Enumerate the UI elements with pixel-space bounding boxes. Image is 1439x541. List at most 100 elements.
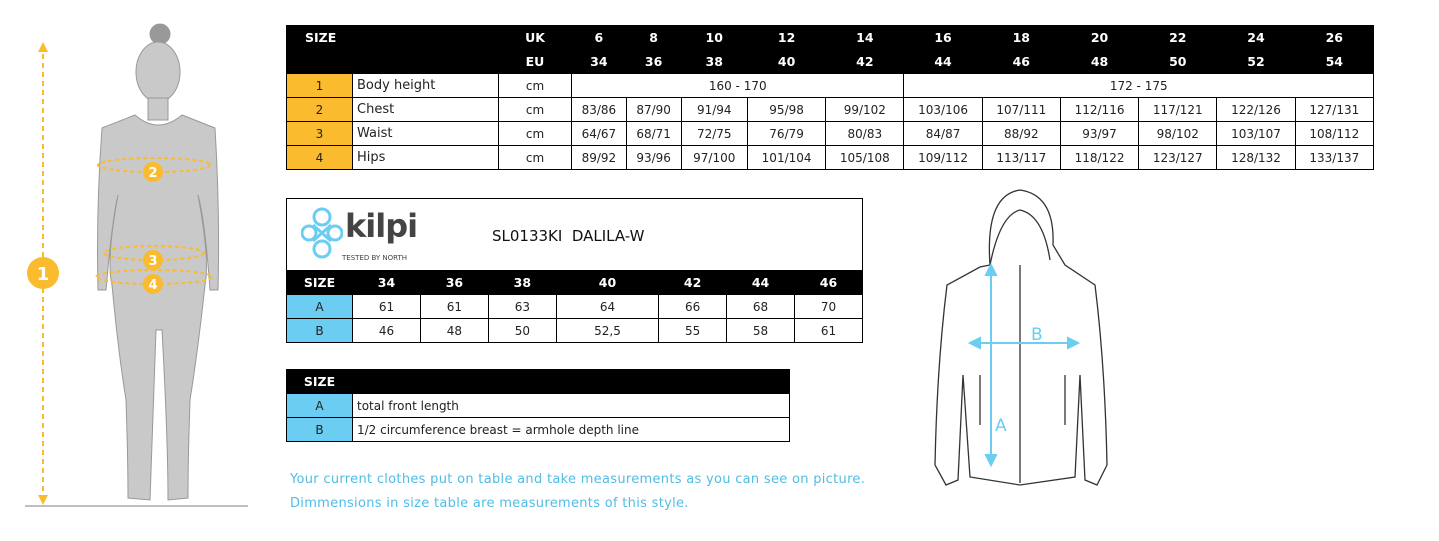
kilpi-knot-logo-icon	[301, 207, 343, 259]
eu-size: 48	[1059, 49, 1140, 74]
uk-size: 10	[680, 25, 748, 50]
uk-size: 24	[1216, 25, 1296, 50]
measurement-cell: 123/127	[1138, 145, 1218, 170]
row-label: Body height	[352, 73, 499, 98]
eu-size: 38	[680, 49, 748, 74]
eu-size: 34	[571, 49, 627, 74]
size-column-header: 42	[658, 270, 728, 295]
measurement-cell: 93/97	[1059, 121, 1140, 146]
unit: cm	[498, 97, 572, 122]
measurement-cell: 127/131	[1294, 97, 1375, 122]
measurement-cell: 128/132	[1216, 145, 1296, 170]
row-label: Hips	[352, 145, 499, 170]
note-line: Your current clothes put on table and ta…	[290, 472, 866, 487]
marker-3: 3	[148, 254, 157, 269]
product-header: kilpi Tested by North SL0133KI DALILA-W	[286, 198, 863, 271]
measurement-cell: 118/122	[1059, 145, 1140, 170]
size-chart-table: SIZE UK 6 8 10 12 14 16 18 20 22 24 26 EU 34 36 38 40 42 4…	[286, 25, 1375, 170]
size-column-header: 36	[419, 270, 489, 295]
measurement-cell: 64	[555, 294, 660, 319]
eu-size: 44	[903, 49, 983, 74]
measurement-cell: 98/102	[1138, 121, 1218, 146]
row-label: Chest	[352, 97, 499, 122]
measurement-cell: 55	[658, 318, 728, 343]
measurement-cell: 83/86	[571, 97, 627, 122]
jacket-diagram: A B	[934, 189, 1108, 486]
uk-size: 16	[903, 25, 983, 50]
measurement-cell: 109/112	[903, 145, 983, 170]
row-description: total front length	[352, 393, 790, 418]
measurement-cell: 88/92	[981, 121, 1061, 146]
measurement-cell: 61	[794, 318, 863, 343]
measurement-cell: 112/116	[1059, 97, 1140, 122]
marker-2: 2	[148, 166, 157, 181]
measurement-cell: 80/83	[825, 121, 905, 146]
measurement-cell: 87/90	[625, 97, 682, 122]
brand-logo: kilpi	[345, 207, 418, 245]
measurement-cell: 117/121	[1138, 97, 1218, 122]
measurement-cell: 91/94	[680, 97, 748, 122]
measurement-cell: 105/108	[825, 145, 905, 170]
row-label: B	[286, 318, 353, 343]
row-label: Waist	[352, 121, 499, 146]
size-header: SIZE	[286, 270, 353, 295]
uk-size: 18	[981, 25, 1061, 50]
row-number: 1	[286, 73, 353, 98]
measurement-cell: 97/100	[680, 145, 748, 170]
unit: cm	[498, 73, 572, 98]
eu-size: 50	[1138, 49, 1218, 74]
measurement-cell: 66	[658, 294, 728, 319]
measurement-cell: 113/117	[981, 145, 1061, 170]
size-column-header: 40	[555, 270, 660, 295]
measurement-cell: 99/102	[825, 97, 905, 122]
unit: cm	[498, 145, 572, 170]
table-row: 1 Body height cm 160 - 170 172 - 175	[286, 73, 1374, 98]
measurement-cell: 133/137	[1294, 145, 1375, 170]
uk-size: 12	[746, 25, 827, 50]
eu-size: 42	[825, 49, 905, 74]
eu-size: 36	[625, 49, 682, 74]
row-number: 4	[286, 145, 353, 170]
measurement-cell: 108/112	[1294, 121, 1375, 146]
table-row: 3 Waist cm 64/67 68/71 72/75 76/79 80/83 84/87 88…	[286, 121, 1375, 146]
row-description: 1/2 circumference breast = armhole depth…	[352, 417, 790, 442]
measurement-cell: 72/75	[680, 121, 748, 146]
row-label: A	[286, 393, 353, 418]
size-column-header: 44	[726, 270, 795, 295]
measurement-cell: 61	[419, 294, 489, 319]
body-measurement-figure: 1 2 3 4	[25, 23, 248, 507]
measurement-cell: 52,5	[555, 318, 660, 343]
size-column-header: 38	[487, 270, 557, 295]
brand-tagline: Tested by North	[342, 254, 408, 262]
size-header: SIZE	[286, 25, 499, 50]
measurement-cell: 122/126	[1216, 97, 1296, 122]
measurement-cell: 58	[726, 318, 795, 343]
uk-label: UK	[498, 25, 572, 50]
marker-4: 4	[148, 278, 157, 293]
row-label: B	[286, 417, 353, 442]
measurement-cell: 76/79	[746, 121, 827, 146]
uk-size: 14	[825, 25, 905, 50]
measurement-cell: 107/111	[981, 97, 1061, 122]
measurement-cell: 63	[487, 294, 557, 319]
table-row: B 1/2 circumference breast = armhole dept…	[286, 417, 790, 442]
row-number: 3	[286, 121, 353, 146]
measurement-cell: 46	[352, 318, 421, 343]
measurement-cell: 84/87	[903, 121, 983, 146]
measurement-cell: 68	[726, 294, 795, 319]
measurement-cell: 50	[487, 318, 557, 343]
uk-size: 8	[625, 25, 682, 50]
size-column-header: 46	[794, 270, 863, 295]
size-column-header: 34	[352, 270, 421, 295]
table-row: A 61 61 63 64 66 68 70	[286, 294, 863, 319]
measurement-cell: 103/106	[903, 97, 983, 122]
note-line: Dimmensions in size table are measuremen…	[290, 496, 689, 511]
measurement-cell: 64/67	[571, 121, 627, 146]
measurement-cell: 48	[419, 318, 489, 343]
measurement-cell: 70	[794, 294, 863, 319]
measurement-cell: 103/107	[1216, 121, 1296, 146]
jacket-label-b: B	[1031, 325, 1043, 345]
product-title: SL0133KI DALILA-W	[492, 227, 645, 245]
